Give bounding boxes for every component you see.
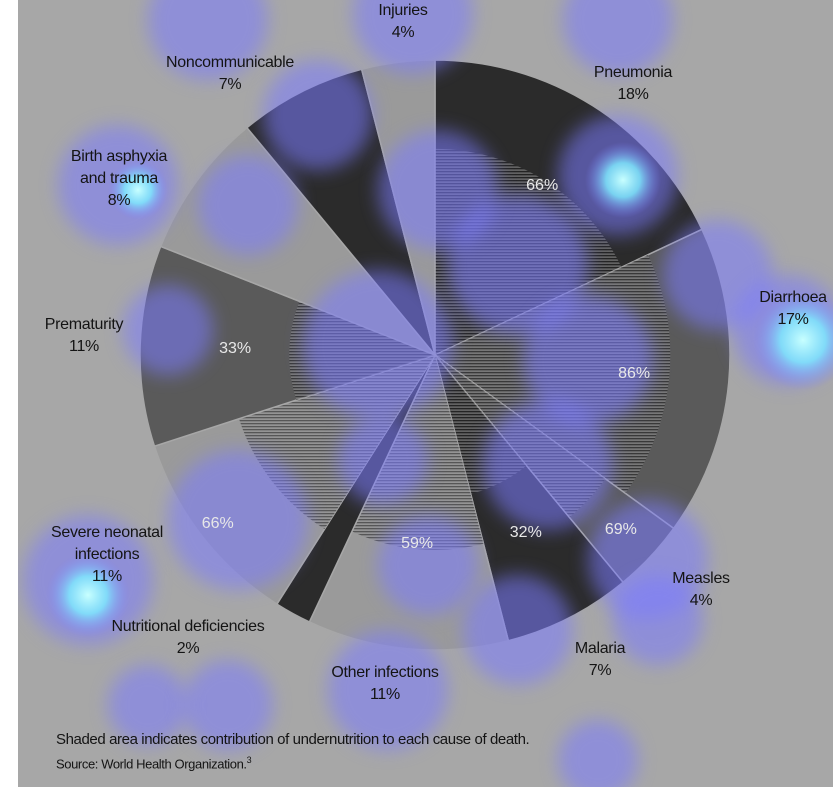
slice-name: Prematurity [44, 316, 124, 333]
slice-percent: 2% [176, 640, 200, 657]
overlay-blob [558, 720, 638, 787]
slice-name: Other infections [331, 664, 439, 681]
slice-label: Nutritional deficiencies 2% [112, 616, 265, 660]
overlay-blob [263, 60, 373, 170]
overlay-blob [198, 155, 298, 255]
slice-label: Other infections 11% [331, 662, 439, 706]
overlay-blob [353, 0, 473, 74]
overlay-blob [463, 575, 573, 685]
slice-label: Severe neonatal infections 11% [51, 522, 163, 588]
overlay-blob [338, 415, 428, 505]
overlay-blob [148, 0, 268, 80]
slice-percent: 7% [218, 76, 242, 93]
overlay-hotspot [108, 160, 168, 220]
slice-name: Birth asphyxia [70, 148, 168, 165]
undernutrition-share-label: 59% [401, 535, 434, 553]
overlay-hotspot [585, 142, 661, 218]
pie-chart [23, 0, 833, 787]
overlay-blob [168, 450, 308, 590]
slice-name: infections [74, 546, 140, 563]
overlay-blob [483, 400, 613, 530]
slice-label: Measles 4% [672, 568, 730, 612]
undernutrition-share-label: 32% [509, 524, 542, 542]
slice-name: and trauma [80, 170, 158, 187]
overlay-hotspot [753, 290, 833, 390]
overlay-blob [183, 660, 273, 750]
slice-percent: 11% [69, 338, 99, 355]
overlay-blob [108, 665, 188, 745]
slice-label: Noncommunicable 7% [166, 52, 294, 96]
chart-source: Source: World Health Organization.3 [56, 755, 252, 772]
overlay-blob [563, 0, 673, 75]
overlay-blob [378, 515, 478, 615]
undernutrition-share-label: 66% [526, 177, 559, 195]
chart-source-ref: 3 [246, 755, 252, 765]
slice-percent: 8% [107, 192, 131, 209]
undernutrition-share-label: 86% [618, 364, 651, 382]
slice-percent: 11% [370, 686, 400, 703]
slice-name: Injuries [378, 2, 428, 19]
overlay-blob [613, 575, 703, 665]
slice-name: Malaria [574, 640, 626, 657]
slice-percent: 11% [92, 568, 122, 585]
overlay-blob [523, 295, 653, 425]
overlay-blob [123, 285, 213, 375]
undernutrition-share-label: 33% [219, 339, 252, 357]
chart-source-text: Source: World Health Organization. [56, 756, 247, 772]
slice-label: Malaria 7% [574, 638, 626, 682]
slice-label: Pneumonia 18% [593, 62, 673, 106]
undernutrition-share-label: 66% [201, 514, 234, 532]
slice-name: Noncommunicable [165, 54, 295, 71]
attention-overlay [23, 0, 833, 787]
overlay-blob [328, 630, 448, 750]
slice-name: Measles [672, 570, 730, 587]
slice-name: Pneumonia [593, 64, 673, 81]
slice-percent: 17% [777, 311, 809, 328]
slice-percent: 4% [391, 24, 415, 41]
pie-figure: 66% Pneumonia 18% 86% Diarrhoea 17% 69% Measles… [18, 0, 833, 787]
overlay-blob [448, 195, 588, 335]
slice-name: Nutritional deficiencies [111, 618, 265, 635]
slice-percent: 18% [617, 86, 649, 103]
slice-percent: 4% [689, 592, 713, 609]
slice-percent: 7% [588, 662, 612, 679]
overlay-hotspot [46, 553, 130, 637]
chart-note: Shaded area indicates contribution of un… [56, 731, 530, 748]
overlay-blob [303, 270, 453, 420]
slice-name: Diarrhoea [759, 289, 827, 306]
slice-label: Injuries 4% [378, 0, 427, 44]
slice-name: Severe neonatal [50, 524, 164, 541]
undernutrition-share-label: 69% [604, 520, 637, 538]
slice-label: Birth asphyxia and trauma 8% [70, 146, 168, 212]
slice-label: Prematurity 11% [45, 314, 124, 358]
slice-label: Diarrhoea 17% [759, 287, 827, 331]
